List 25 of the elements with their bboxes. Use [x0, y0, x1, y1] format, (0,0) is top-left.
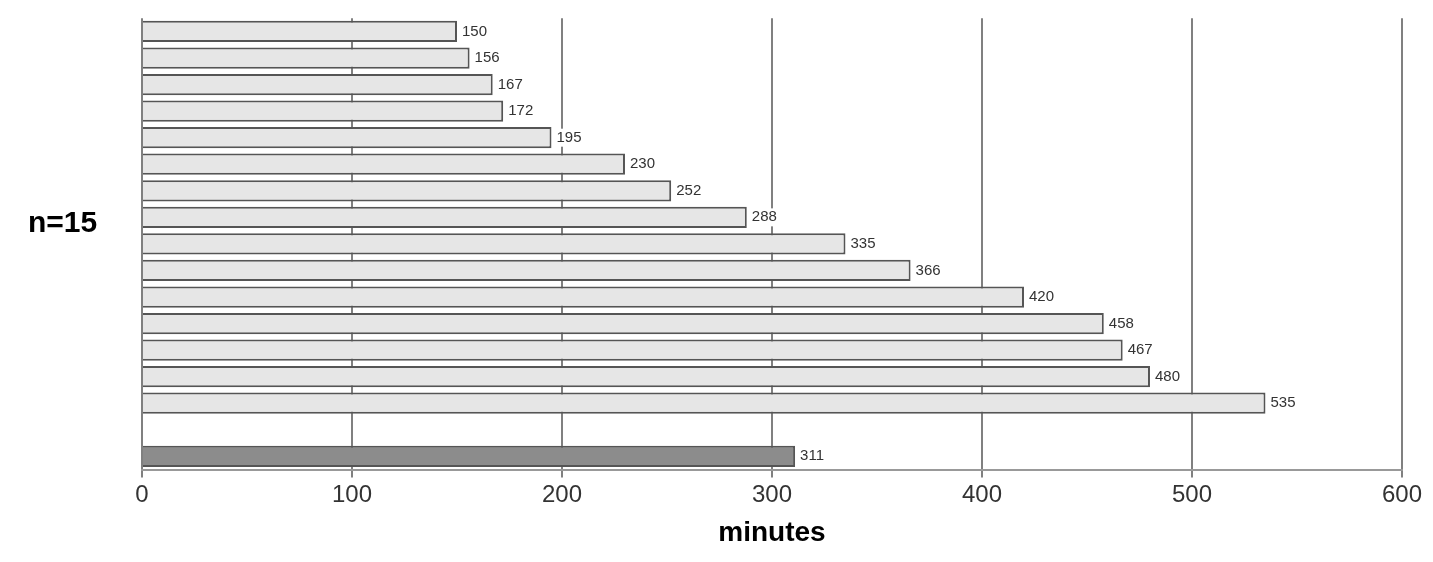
text: n=15 — [28, 205, 98, 239]
data-label: 480 — [1154, 366, 1181, 384]
data-label: 252 — [676, 180, 702, 198]
x-tick-label: 100 — [331, 479, 373, 507]
x-tick-label: 0 — [135, 479, 149, 507]
data-label: 420 — [1028, 287, 1055, 305]
data-label: 458 — [1108, 313, 1134, 331]
x-tick-label: 600 — [1381, 479, 1422, 507]
x-tick-label: 500 — [1171, 479, 1213, 507]
x-tick-label: 400 — [961, 479, 1003, 507]
data-label: 172 — [508, 101, 534, 119]
data-label: 195 — [556, 127, 582, 145]
data-label: 311 — [800, 446, 825, 464]
data-label: 288 — [751, 207, 777, 225]
x-tick-label: 300 — [751, 479, 793, 507]
data-label: 366 — [915, 260, 941, 278]
data-label: 167 — [497, 74, 523, 92]
x-tick-label: 200 — [541, 479, 583, 507]
data-label: 335 — [850, 234, 876, 252]
data-label: 230 — [629, 154, 656, 172]
data-label: 535 — [1270, 393, 1296, 411]
data-label: 156 — [474, 48, 500, 66]
data-label: 150 — [461, 21, 488, 39]
x-axis-title: minutes — [718, 515, 826, 547]
data-label: 467 — [1127, 340, 1153, 358]
